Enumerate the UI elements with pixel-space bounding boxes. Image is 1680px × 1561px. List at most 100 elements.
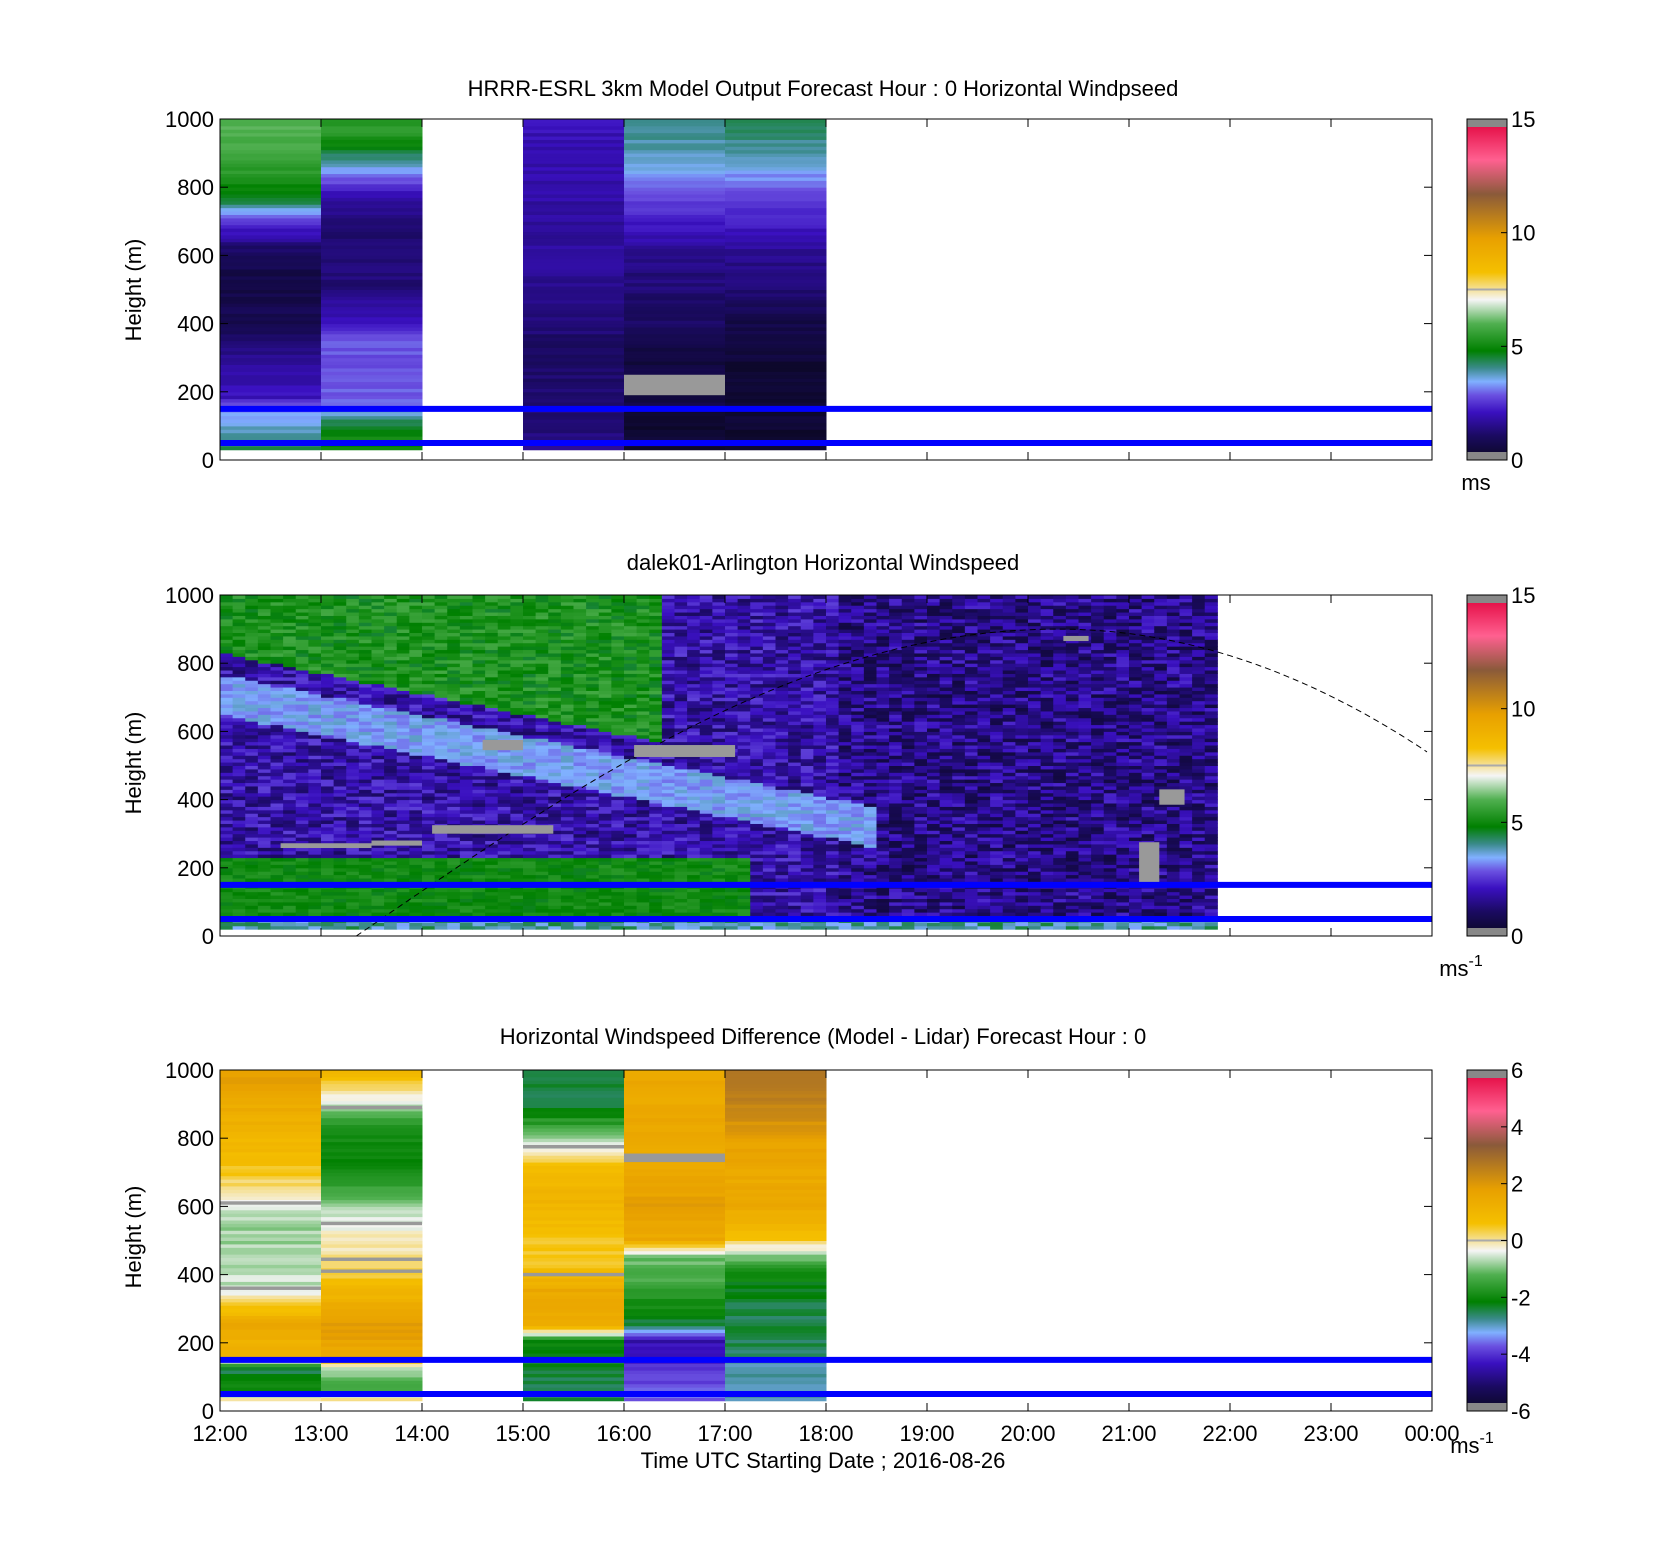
heatmap-cell — [661, 803, 675, 807]
heatmap-cell — [598, 830, 612, 835]
heatmap-cell — [371, 912, 385, 917]
heatmap-cell — [523, 683, 537, 688]
heatmap-cell — [636, 683, 650, 688]
heatmap-cell — [295, 905, 309, 910]
heatmap-cell — [396, 888, 410, 893]
heatmap-cell — [750, 905, 764, 910]
heatmap-cell — [699, 693, 713, 698]
heatmap-cell — [674, 741, 688, 746]
heatmap-cell — [270, 676, 284, 681]
heatmap-cell — [308, 683, 322, 688]
missing-data-flag — [624, 374, 725, 396]
heatmap-cell — [687, 785, 701, 790]
heatmap-cell — [725, 374, 827, 379]
heatmap-cell — [750, 618, 764, 623]
heatmap-cell — [346, 857, 360, 862]
heatmap-cell — [321, 139, 423, 144]
heatmap-cell — [447, 618, 461, 623]
heatmap-cell — [725, 837, 739, 842]
heatmap-cell — [510, 649, 524, 654]
heatmap-cell — [371, 888, 385, 893]
heatmap-cell — [775, 758, 789, 763]
heatmap-cell — [560, 676, 574, 681]
heatmap-cell — [687, 765, 701, 770]
heatmap-cell — [661, 649, 675, 654]
heatmap-cell — [409, 871, 423, 876]
heatmap-cell — [661, 922, 675, 927]
heatmap-cell — [598, 891, 612, 896]
heatmap-cell — [283, 837, 297, 842]
heatmap-cell — [725, 142, 827, 147]
heatmap-cell — [308, 642, 322, 647]
heatmap-cell — [624, 183, 726, 188]
heatmap-cell — [472, 837, 486, 842]
heatmap-cell — [523, 402, 625, 406]
heatmap-cell — [788, 905, 802, 910]
heatmap-cell — [220, 275, 322, 280]
heatmap-cell — [636, 676, 650, 681]
heatmap-cell — [497, 683, 511, 688]
heatmap-cell — [384, 755, 398, 760]
heatmap-cell — [699, 721, 713, 726]
heatmap-cell — [396, 635, 410, 640]
heatmap-cell — [220, 391, 322, 396]
heatmap-cell — [346, 864, 360, 869]
heatmap-cell — [762, 912, 776, 917]
heatmap-cell — [434, 748, 448, 753]
heatmap-cell — [245, 826, 259, 831]
heatmap-cell — [447, 874, 461, 879]
heatmap-cell — [750, 891, 764, 896]
heatmap-cell — [220, 269, 322, 273]
heatmap-cell — [737, 830, 751, 835]
heatmap-cell — [447, 697, 461, 702]
heatmap-cell — [523, 333, 625, 338]
heatmap-cell — [523, 898, 537, 903]
heatmap-cell — [725, 194, 827, 198]
heatmap-cell — [725, 758, 739, 763]
heatmap-cell — [485, 860, 499, 865]
heatmap-cell — [497, 666, 511, 671]
heatmap-cell — [396, 704, 410, 709]
heatmap-cell — [523, 785, 537, 790]
heatmap-cell — [624, 741, 638, 746]
heatmap-cell — [434, 922, 448, 927]
heatmap-cell — [611, 751, 625, 756]
heatmap-cell — [510, 622, 524, 627]
heatmap-cell — [649, 792, 663, 797]
heatmap-cell — [497, 803, 511, 807]
heatmap-cell — [737, 622, 751, 627]
heatmap-cell — [725, 129, 827, 134]
heatmap-cell — [762, 843, 776, 848]
heatmap-cell — [687, 673, 701, 678]
heatmap-cell — [624, 265, 726, 270]
heatmap-cell — [321, 799, 335, 804]
heatmap-cell — [220, 803, 234, 807]
heatmap-cell — [321, 292, 423, 297]
heatmap-cell — [257, 762, 271, 766]
heatmap-cell — [649, 762, 663, 766]
heatmap-cell — [510, 867, 524, 872]
heatmap-cell — [725, 823, 739, 828]
heatmap-cell — [699, 659, 713, 664]
heatmap-cell — [750, 860, 764, 865]
heatmap-cell — [775, 642, 789, 647]
heatmap-cell — [485, 649, 499, 654]
heatmap-cell — [220, 125, 322, 130]
heatmap-cell — [573, 601, 587, 606]
heatmap-cell — [346, 727, 360, 732]
heatmap-cell — [737, 642, 751, 647]
heatmap-cell — [270, 823, 284, 828]
heatmap-cell — [409, 751, 423, 756]
heatmap-cell — [321, 194, 423, 198]
heatmap-cell — [586, 605, 600, 610]
heatmap-cell — [308, 922, 322, 927]
heatmap-cell — [220, 214, 322, 219]
heatmap-cell — [485, 799, 499, 804]
heatmap-cell — [750, 612, 764, 616]
heatmap-cell — [548, 663, 562, 668]
heatmap-cell — [283, 922, 297, 927]
heatmap-cell — [750, 792, 764, 797]
heatmap-cell — [712, 809, 726, 814]
heatmap-cell — [371, 666, 385, 671]
heatmap-cell — [472, 680, 486, 685]
